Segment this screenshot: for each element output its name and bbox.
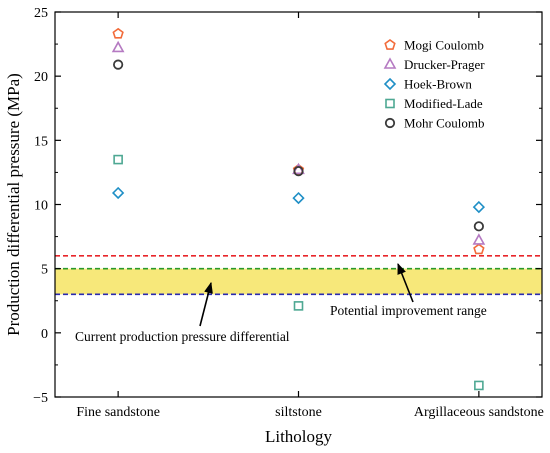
series-modified-lade — [113, 154, 484, 391]
highlight-band — [55, 268, 542, 295]
legend-label: Mohr Coulomb — [404, 116, 485, 131]
x-tick-label: siltstone — [275, 405, 322, 420]
legend-marker — [385, 98, 395, 109]
data-point — [472, 200, 486, 214]
annotation-current-pressure: Current production pressure differential — [75, 329, 290, 344]
data-point — [473, 221, 484, 232]
x-tick-label: Argillaceous sandstone — [414, 405, 544, 420]
legend-label: Hoek-Brown — [404, 77, 472, 92]
data-point — [472, 233, 486, 245]
data-point — [474, 380, 484, 391]
series-hoek-brown — [111, 186, 486, 214]
series-drucker-prager — [111, 40, 486, 245]
x-axis-label: Lithology — [265, 427, 333, 446]
legend-label: Mogi Coulomb — [404, 38, 484, 53]
annotation-arrow-current — [199, 281, 213, 327]
y-tick-label: 10 — [34, 199, 48, 214]
data-point — [113, 59, 124, 70]
x-tick-label: Fine sandstone — [76, 405, 160, 420]
data-point — [473, 243, 485, 255]
y-tick-label: 15 — [34, 134, 48, 149]
legend: Mogi Coulomb Drucker-Prager Hoek-Brown Modi… — [383, 38, 485, 131]
data-point — [293, 301, 304, 311]
y-axis-label: Production differential pressure (MPa) — [4, 73, 23, 336]
legend-marker — [383, 77, 397, 91]
y-tick-label: 0 — [41, 327, 48, 342]
data-point — [111, 186, 125, 200]
y-tick-label: −5 — [33, 391, 48, 406]
data-point — [292, 162, 305, 175]
legend-marker — [383, 57, 397, 69]
legend-label: Drucker-Prager — [404, 57, 485, 72]
legend-label: Modified-Lade — [404, 96, 483, 111]
data-point — [112, 27, 124, 39]
annotation-arrow-improvement — [397, 262, 414, 303]
y-tick-label: 5 — [41, 263, 48, 278]
data-point — [292, 191, 305, 205]
y-tick-label: 25 — [34, 6, 48, 21]
y-tick-label: 20 — [34, 70, 48, 85]
data-point — [293, 166, 304, 177]
legend-marker — [384, 39, 396, 50]
data-point — [111, 40, 125, 53]
legend-marker — [384, 117, 396, 129]
series-mohr-coulomb — [113, 59, 484, 232]
data-point — [113, 154, 123, 165]
annotation-improvement-range: Potential improvement range — [330, 303, 487, 318]
